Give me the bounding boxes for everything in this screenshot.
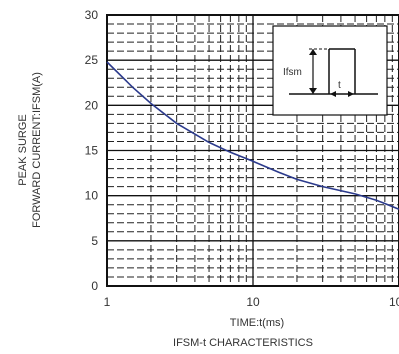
- inset-frame: [272, 25, 388, 116]
- y-axis-label: PEAK SURGE FORWARD CURRENT:IFSM(A): [17, 72, 43, 228]
- y-tick-labels: 0 5 10 15 20 25 30: [85, 8, 99, 293]
- inset-arrow-down-icon: [309, 88, 317, 94]
- inset-diagram: Ifsm t: [272, 25, 388, 116]
- y-tick-label: 20: [85, 98, 99, 112]
- inset-arrow-left-icon: [330, 91, 336, 97]
- inset-label-current: Ifsm: [283, 67, 302, 78]
- y-tick-label: 0: [91, 279, 98, 293]
- y-axis-label-line-2: FORWARD CURRENT:IFSM(A): [31, 72, 43, 228]
- series-line: [106, 61, 399, 210]
- inset-label-time: t: [338, 80, 341, 91]
- y-tick-label: 30: [85, 8, 99, 22]
- inset-arrow-up-icon: [309, 49, 317, 55]
- y-axis-label-line-1: PEAK SURGE: [17, 114, 29, 186]
- chart-caption: IFSM-t CHARACTERISTICS: [173, 337, 313, 349]
- x-tick-label: 100: [389, 295, 399, 309]
- y-tick-label: 15: [85, 144, 99, 158]
- x-tick-labels: 1 10 100: [104, 295, 399, 309]
- inset-arrow-right-icon: [348, 91, 354, 97]
- x-tick-label: 1: [104, 295, 111, 309]
- plot-frame: [106, 14, 399, 287]
- y-tick-label: 10: [85, 189, 99, 203]
- x-tick-label: 10: [246, 295, 260, 309]
- y-tick-label: 5: [91, 234, 98, 248]
- x-axis-label: TIME:t(ms): [230, 317, 284, 329]
- y-tick-label: 25: [85, 53, 99, 67]
